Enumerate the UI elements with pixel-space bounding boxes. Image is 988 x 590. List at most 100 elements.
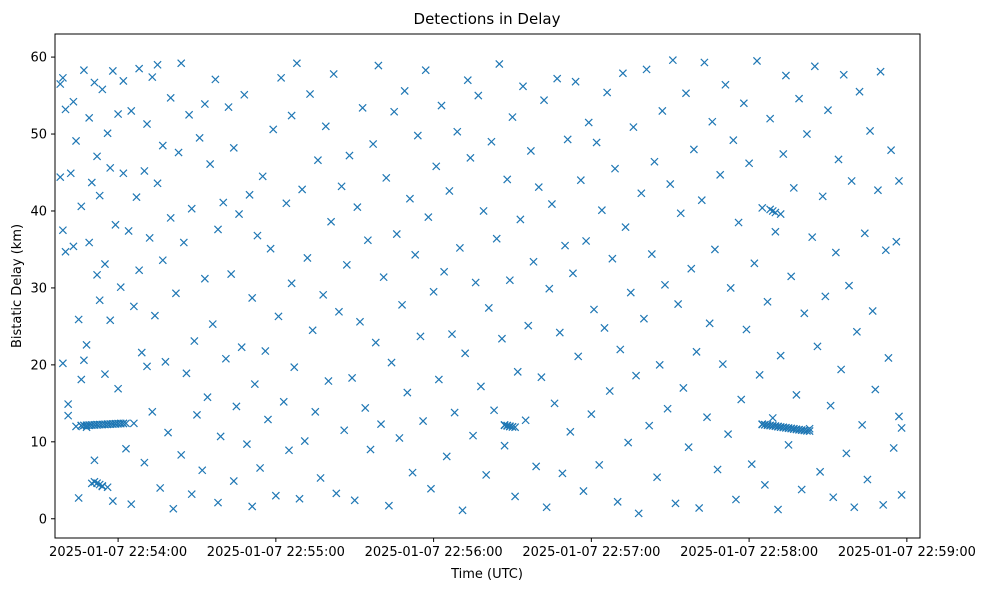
data-point-marker [119, 76, 128, 85]
data-point-marker [805, 427, 814, 436]
data-point-marker [763, 297, 772, 306]
data-point-marker [813, 342, 822, 351]
data-point-marker [821, 292, 830, 301]
x-tick-label: 2025-01-07 22:57:00 [522, 545, 660, 560]
x-tick-label: 2025-01-07 22:56:00 [365, 545, 503, 560]
data-point-marker [284, 446, 294, 455]
data-point-marker [129, 419, 138, 428]
data-point-marker [484, 303, 493, 312]
data-point-marker [700, 58, 709, 67]
data-point-marker [650, 157, 659, 166]
data-point-marker [129, 302, 138, 311]
data-point-marker [731, 495, 740, 504]
data-point-marker [674, 300, 683, 309]
data-point-marker [613, 497, 622, 506]
data-point-marker [235, 210, 244, 219]
data-point-marker [487, 137, 496, 146]
data-point-marker [479, 206, 488, 216]
data-point-marker [566, 427, 575, 436]
y-tick-label: 60 [30, 51, 47, 66]
data-point-marker [750, 259, 759, 268]
data-point-marker [411, 250, 420, 259]
data-point-marker [342, 260, 351, 269]
data-point-marker [158, 256, 167, 265]
data-point-marker [616, 345, 625, 354]
data-point-marker [839, 70, 848, 79]
data-point-marker [177, 59, 186, 68]
data-point-marker [639, 314, 648, 323]
data-point-marker [876, 67, 885, 76]
data-point-marker [269, 125, 278, 134]
data-point-marker [135, 266, 144, 275]
data-point-marker [742, 325, 751, 334]
data-point-marker [127, 106, 136, 115]
data-point-marker [58, 226, 67, 235]
data-point-marker [597, 206, 606, 215]
data-point-marker [610, 164, 620, 173]
data-point-marker [216, 432, 225, 441]
data-point-marker [466, 153, 475, 162]
data-point-marker [90, 456, 99, 465]
y-tick-label: 10 [30, 435, 47, 450]
data-point-marker [755, 370, 764, 379]
data-point-marker [561, 241, 570, 250]
data-point-marker [166, 213, 175, 222]
data-point-marker [802, 130, 811, 139]
data-point-marker [369, 140, 378, 149]
data-point-marker [889, 443, 898, 452]
data-point-marker [106, 316, 115, 325]
data-point-marker [508, 113, 517, 122]
data-point-marker [621, 223, 630, 232]
data-point-marker [584, 118, 593, 127]
data-point-marker [405, 194, 414, 203]
data-point-marker [534, 183, 543, 192]
data-point-marker [802, 426, 811, 435]
data-point-marker [671, 499, 680, 508]
data-point-marker [98, 481, 107, 490]
data-point-marker [771, 208, 780, 217]
data-point-marker [442, 452, 451, 461]
data-point-marker [287, 279, 296, 288]
axis-ticks: 2025-01-07 22:54:00 2025-01-07 22:55:00 20… [30, 51, 975, 560]
data-point-marker [745, 159, 754, 168]
data-point-marker [592, 138, 601, 147]
y-tick-label: 0 [39, 512, 47, 527]
data-point-marker [164, 428, 173, 437]
data-point-marker [881, 246, 890, 255]
data-point-marker [187, 490, 196, 499]
data-point-marker [758, 203, 767, 212]
data-point-marker [844, 281, 854, 290]
data-point-marker [589, 305, 599, 314]
data-point-marker [884, 353, 893, 362]
data-point-marker [858, 420, 867, 429]
data-point-marker [85, 113, 94, 122]
data-point-marker [505, 276, 514, 285]
data-point-marker [240, 90, 249, 99]
data-point-marker [177, 450, 186, 459]
data-point-marker [337, 182, 346, 191]
data-point-marker [74, 315, 83, 324]
data-point-marker [823, 106, 833, 115]
data-point-marker [850, 503, 859, 512]
data-point-marker [721, 80, 730, 89]
x-axis-label: Time (UTC) [450, 567, 523, 582]
data-point-marker [655, 360, 664, 369]
data-point-marker [72, 136, 81, 145]
data-point-marker [837, 365, 846, 374]
data-point-marker [64, 400, 73, 409]
data-point-marker [106, 163, 115, 172]
data-point-marker [692, 347, 701, 356]
data-point-marker [390, 107, 399, 116]
data-point-marker [187, 204, 196, 213]
data-point-marker [345, 151, 354, 160]
data-point-marker [792, 390, 801, 399]
data-point-marker [852, 327, 861, 336]
data-point-marker [424, 213, 433, 222]
data-point-marker [327, 217, 336, 226]
data-point-marker [85, 238, 94, 247]
x-tick-label: 2025-01-07 22:59:00 [838, 545, 976, 560]
data-point-marker [174, 148, 183, 157]
data-point-marker [313, 156, 322, 165]
data-point-marker [192, 410, 201, 419]
data-point-marker [887, 146, 896, 155]
